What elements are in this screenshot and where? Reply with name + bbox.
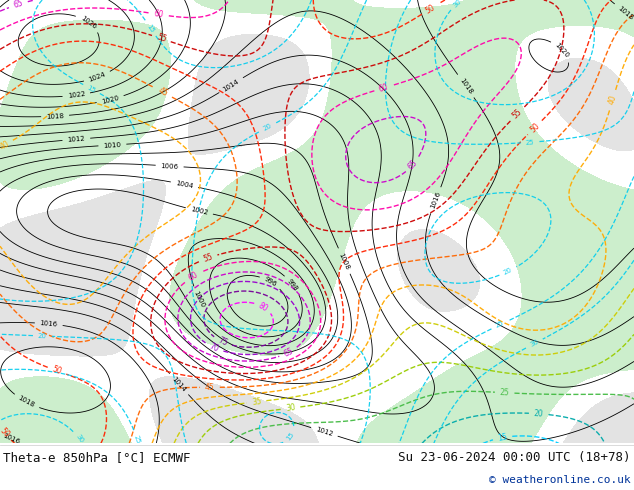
Text: 50: 50 [424, 2, 437, 15]
Text: 40: 40 [0, 139, 11, 151]
Text: 65: 65 [12, 0, 24, 10]
Text: 30: 30 [529, 339, 540, 348]
Text: 65: 65 [406, 158, 420, 172]
Text: 25: 25 [500, 388, 510, 397]
Text: 1012: 1012 [67, 136, 86, 143]
Text: 80: 80 [257, 301, 269, 313]
Text: 65: 65 [282, 346, 295, 359]
Text: 20: 20 [262, 123, 273, 132]
Text: 45: 45 [205, 383, 215, 392]
Text: 45: 45 [157, 86, 170, 98]
Text: 30: 30 [74, 434, 84, 444]
Text: 1000: 1000 [193, 290, 206, 309]
Text: 1004: 1004 [175, 180, 194, 189]
Text: 50: 50 [528, 121, 541, 134]
Text: 60: 60 [378, 82, 390, 94]
Text: 25: 25 [133, 434, 141, 444]
Text: 1018: 1018 [617, 5, 634, 21]
Text: 15: 15 [285, 431, 295, 442]
Text: 1026: 1026 [79, 15, 98, 30]
Text: 1018: 1018 [458, 77, 474, 95]
Text: 55: 55 [155, 33, 167, 45]
Text: 50: 50 [0, 426, 11, 440]
Text: 15: 15 [497, 432, 508, 443]
Text: 1020: 1020 [554, 42, 571, 59]
Text: 20: 20 [38, 333, 47, 339]
Text: 1002: 1002 [190, 206, 209, 216]
Text: 1014: 1014 [222, 78, 240, 93]
Text: 1016: 1016 [39, 320, 58, 328]
Text: 1018: 1018 [46, 113, 64, 120]
Text: Su 23-06-2024 00:00 UTC (18+78): Su 23-06-2024 00:00 UTC (18+78) [398, 451, 631, 464]
Text: 25: 25 [495, 320, 505, 329]
Text: 1016: 1016 [2, 433, 21, 445]
Text: 55: 55 [511, 107, 524, 121]
Text: 1008: 1008 [338, 251, 351, 270]
Text: 1020: 1020 [101, 95, 120, 105]
Text: 1024: 1024 [88, 71, 107, 83]
Text: 15: 15 [86, 84, 97, 94]
Text: 20: 20 [534, 409, 544, 418]
Text: 30: 30 [285, 403, 296, 413]
Text: Theta-e 850hPa [°C] ECMWF: Theta-e 850hPa [°C] ECMWF [3, 451, 191, 464]
Text: 35: 35 [251, 397, 262, 407]
Text: 25: 25 [526, 139, 534, 146]
Text: 1014: 1014 [171, 375, 187, 393]
Text: © weatheronline.co.uk: © weatheronline.co.uk [489, 475, 631, 485]
Text: 70: 70 [208, 342, 221, 354]
Text: 998: 998 [286, 278, 299, 292]
Text: 40: 40 [607, 94, 619, 105]
Text: 996: 996 [263, 276, 278, 288]
Text: 30: 30 [452, 0, 463, 8]
Text: 55: 55 [202, 252, 214, 264]
Text: 1018: 1018 [17, 395, 36, 409]
Text: 1016: 1016 [430, 191, 442, 210]
Text: 1010: 1010 [103, 142, 122, 148]
Text: 60: 60 [186, 270, 200, 283]
Text: 15: 15 [146, 23, 155, 33]
Text: 75: 75 [216, 336, 229, 348]
Text: 60: 60 [153, 9, 164, 20]
Text: 1022: 1022 [67, 91, 86, 99]
Text: 20: 20 [503, 267, 514, 276]
Text: 1006: 1006 [160, 163, 179, 170]
Text: 1012: 1012 [315, 426, 334, 438]
Text: 50: 50 [51, 365, 63, 377]
